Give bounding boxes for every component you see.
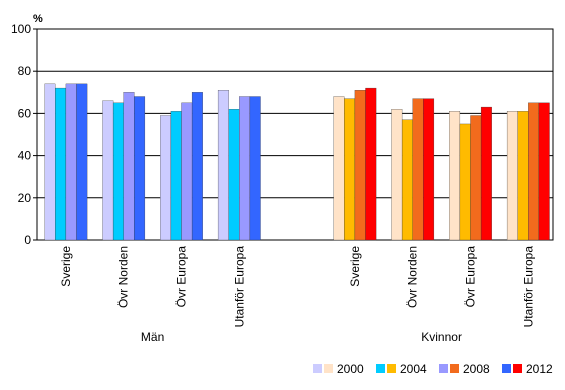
bar — [55, 87, 67, 241]
bar — [170, 111, 182, 241]
bar — [112, 102, 124, 241]
bar — [470, 115, 482, 241]
legend-swatch — [387, 364, 396, 373]
bar — [538, 102, 550, 241]
bar — [517, 111, 529, 241]
bar — [181, 102, 193, 241]
bar — [239, 96, 251, 241]
bar — [528, 102, 540, 241]
legend-swatch — [502, 364, 511, 373]
bar — [76, 83, 88, 241]
y-tick-label: 80 — [18, 64, 32, 78]
legend-swatch — [439, 364, 448, 373]
legend-label: 2008 — [463, 362, 490, 376]
plot-border — [36, 28, 554, 241]
bar — [191, 92, 203, 241]
x-tick-label: Utanför Europa — [521, 246, 535, 328]
group-label: Män — [141, 330, 164, 344]
group-label: Kvinnor — [421, 330, 462, 344]
bar — [401, 119, 413, 241]
x-tick-label: Sverige — [348, 246, 362, 287]
bar — [65, 83, 77, 241]
y-tick-label: 60 — [18, 106, 32, 120]
y-tick-label: 0 — [24, 233, 31, 247]
bar — [102, 100, 114, 241]
legend-swatch — [376, 364, 385, 373]
bar — [365, 87, 377, 241]
legend-label: 2012 — [526, 362, 553, 376]
bar — [333, 96, 345, 241]
bar — [249, 96, 261, 241]
bar — [449, 111, 461, 241]
bar — [228, 109, 240, 241]
x-tick-label: Utanför Europa — [232, 246, 246, 328]
x-tick-label: Övr Norden — [117, 246, 131, 308]
bar — [160, 115, 172, 241]
y-tick-label: 40 — [18, 149, 32, 163]
bar — [134, 96, 146, 241]
bar — [480, 106, 492, 241]
bar — [44, 83, 56, 241]
legend-swatch — [513, 364, 522, 373]
y-tick-label: 100 — [11, 22, 31, 36]
bar — [217, 90, 229, 241]
legend-swatch — [450, 364, 459, 373]
legend-label: 2000 — [337, 362, 364, 376]
legend-swatch — [324, 364, 333, 373]
x-tick-label: Sverige — [59, 246, 73, 287]
bar — [423, 98, 435, 241]
x-tick-label: Övr Europa — [175, 246, 189, 308]
bar — [391, 109, 403, 241]
bar — [506, 111, 518, 241]
bar — [354, 90, 366, 241]
bar — [123, 92, 135, 241]
x-tick-label: Övr Norden — [406, 246, 420, 308]
bar — [344, 98, 356, 241]
bar — [412, 98, 424, 241]
y-axis-label: % — [33, 13, 43, 25]
y-tick-label: 20 — [18, 191, 32, 205]
legend-swatch — [313, 364, 322, 373]
legend-label: 2004 — [400, 362, 427, 376]
x-tick-label: Övr Europa — [464, 246, 478, 308]
bar — [459, 123, 471, 241]
